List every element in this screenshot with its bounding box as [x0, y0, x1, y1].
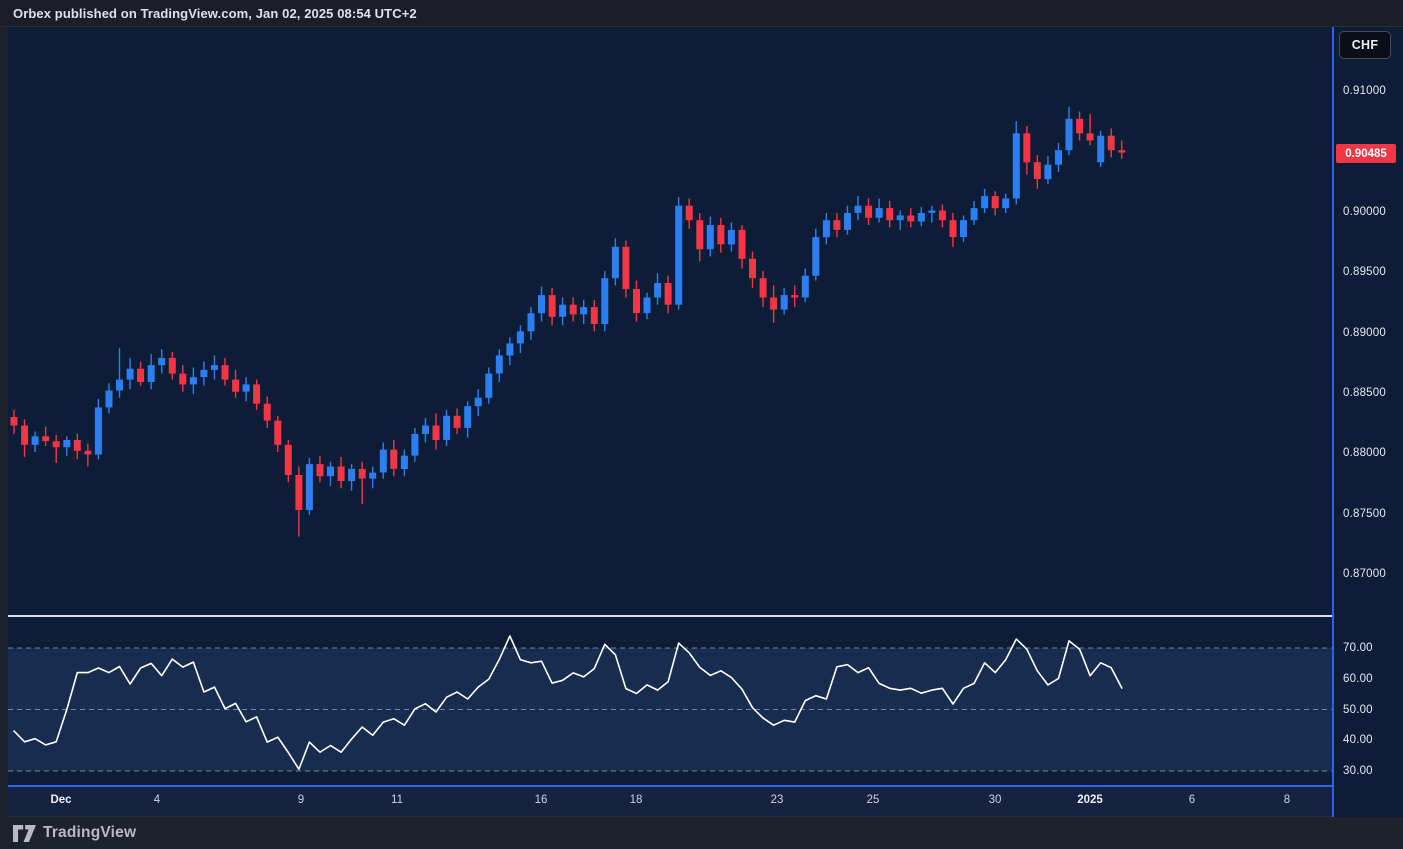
- time-axis[interactable]: Dec 4 9 11 16 18 23 25 30 2025 6 8: [8, 785, 1403, 817]
- footer-brand-text[interactable]: TradingView: [43, 824, 137, 841]
- rsi-line: [13, 635, 1123, 770]
- price-axis-label: 0.89000: [1343, 327, 1386, 339]
- time-axis-label: 25: [866, 794, 880, 806]
- time-axis-label: 2025: [1077, 794, 1103, 806]
- price-axis-label: 0.91000: [1343, 85, 1386, 97]
- price-axis-label: 0.88000: [1343, 447, 1386, 459]
- price-axis-label: 0.87000: [1343, 568, 1386, 580]
- rsi-axis-label: 30.00: [1343, 765, 1373, 777]
- candlestick-chart[interactable]: [8, 27, 1332, 616]
- footer-bar: TradingView: [0, 817, 1403, 849]
- candles: [10, 106, 1126, 537]
- time-axis-label: 16: [534, 794, 548, 806]
- time-axis-label: 9: [297, 794, 305, 806]
- rsi-axis-label: 70.00: [1343, 642, 1373, 654]
- price-axis-label: 0.87500: [1343, 508, 1386, 520]
- rsi-axis-label: 60.00: [1343, 673, 1373, 685]
- price-axis-label: 0.90000: [1343, 206, 1386, 218]
- pane-separator[interactable]: [8, 615, 1403, 617]
- time-axis-label: 8: [1283, 794, 1291, 806]
- tradingview-logo-icon[interactable]: [13, 824, 36, 842]
- price-axis-label: 0.88500: [1343, 387, 1386, 399]
- price-chart-pane[interactable]: [8, 27, 1332, 616]
- price-axis[interactable]: CHF 0.90485 0.91000 0.90000 0.89500 0.89000…: [1332, 27, 1403, 817]
- rsi-axis-label: 50.00: [1343, 704, 1373, 716]
- time-axis-label: 23: [770, 794, 784, 806]
- last-price-tag: 0.90485: [1336, 144, 1396, 163]
- price-axis-label: 0.89500: [1343, 266, 1386, 278]
- time-axis-label: Dec: [50, 794, 72, 806]
- time-axis-label: 6: [1188, 794, 1196, 806]
- publish-header-bar: Orbex published on TradingView.com, Jan …: [0, 0, 1403, 27]
- time-axis-label: 30: [988, 794, 1002, 806]
- rsi-indicator-pane[interactable]: [8, 617, 1332, 785]
- rsi-chart[interactable]: [8, 617, 1332, 785]
- time-axis-label: 18: [629, 794, 643, 806]
- rsi-axis-label: 40.00: [1343, 734, 1373, 746]
- time-axis-label: 11: [391, 794, 403, 806]
- currency-badge[interactable]: CHF: [1339, 31, 1391, 59]
- publish-header-text: Orbex published on TradingView.com, Jan …: [13, 5, 417, 21]
- time-axis-label: 4: [153, 794, 161, 806]
